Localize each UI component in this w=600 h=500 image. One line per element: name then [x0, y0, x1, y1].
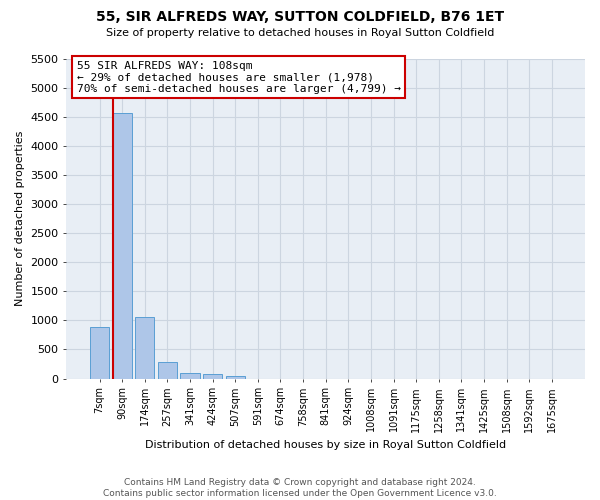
Text: Contains HM Land Registry data © Crown copyright and database right 2024.
Contai: Contains HM Land Registry data © Crown c…	[103, 478, 497, 498]
Text: 55 SIR ALFREDS WAY: 108sqm
← 29% of detached houses are smaller (1,978)
70% of s: 55 SIR ALFREDS WAY: 108sqm ← 29% of deta…	[77, 60, 401, 94]
Bar	[203, 374, 222, 378]
Bar	[226, 376, 245, 378]
Bar	[135, 317, 154, 378]
Bar	[181, 374, 200, 378]
X-axis label: Distribution of detached houses by size in Royal Sutton Coldfield: Distribution of detached houses by size …	[145, 440, 506, 450]
Bar	[90, 328, 109, 378]
Y-axis label: Number of detached properties: Number of detached properties	[15, 131, 25, 306]
Text: 55, SIR ALFREDS WAY, SUTTON COLDFIELD, B76 1ET: 55, SIR ALFREDS WAY, SUTTON COLDFIELD, B…	[96, 10, 504, 24]
Text: Size of property relative to detached houses in Royal Sutton Coldfield: Size of property relative to detached ho…	[106, 28, 494, 38]
Bar	[113, 113, 132, 378]
Bar	[158, 362, 177, 378]
